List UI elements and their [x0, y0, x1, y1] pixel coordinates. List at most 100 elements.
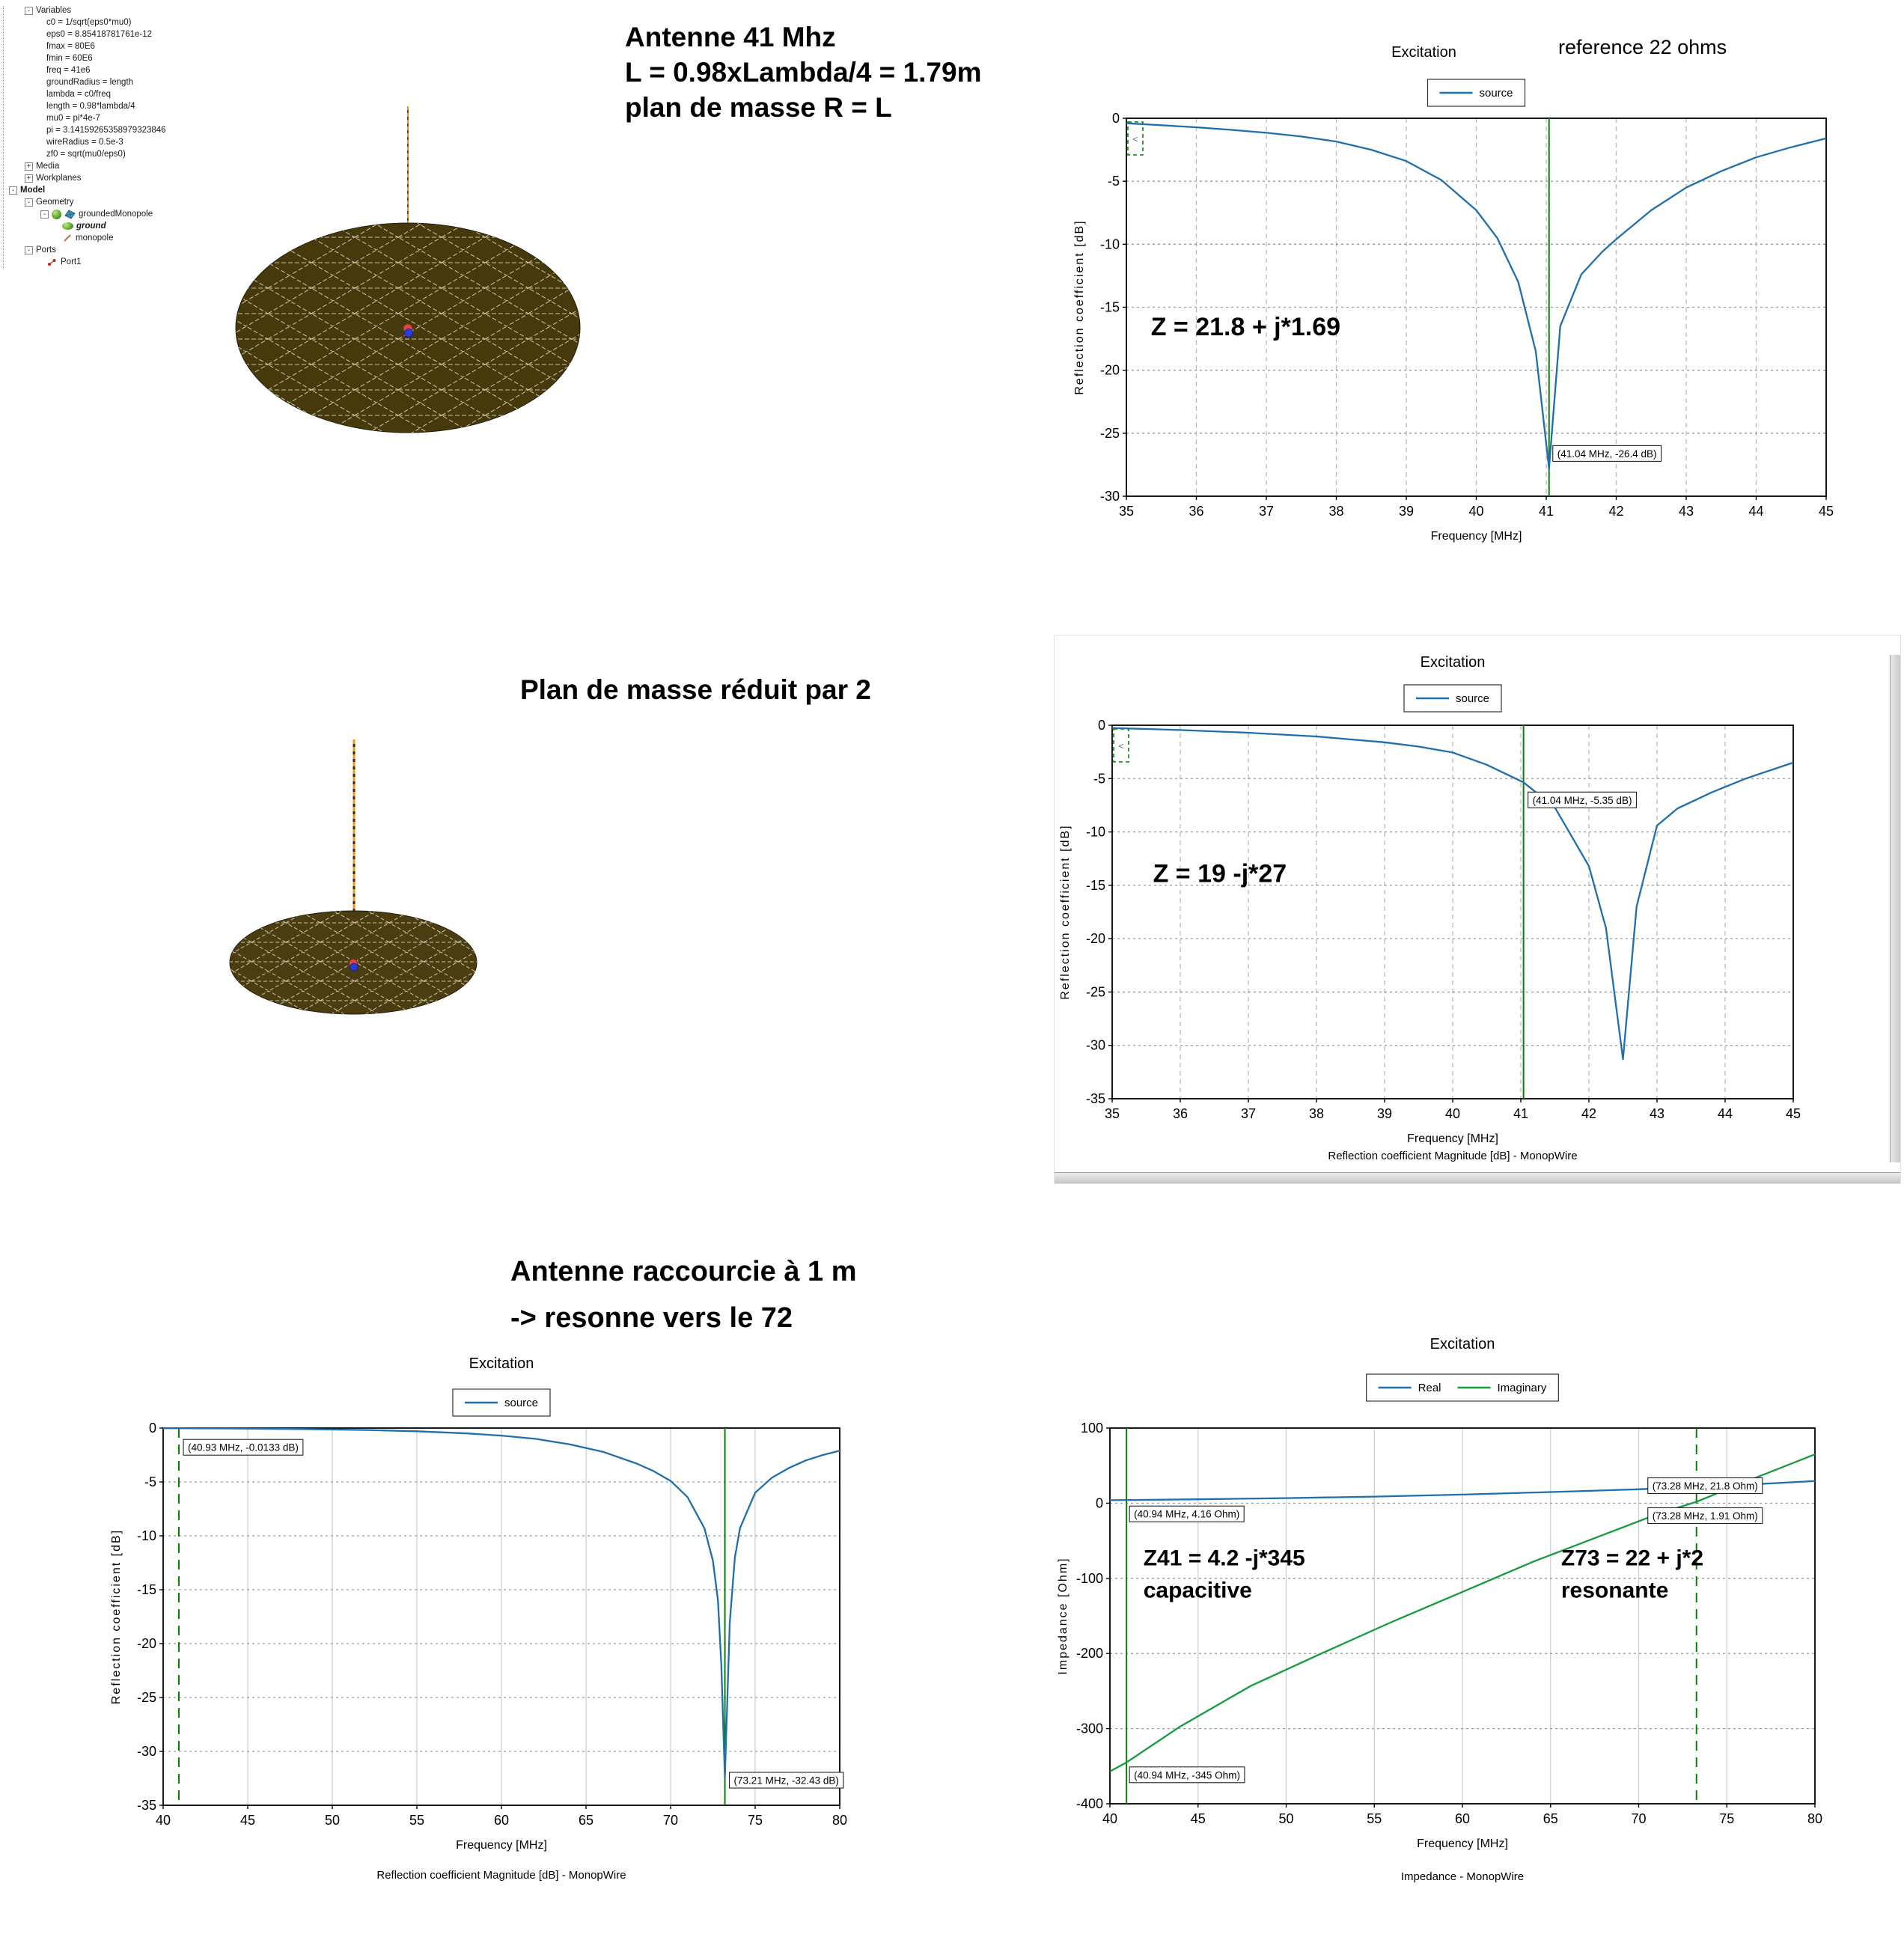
chart-caption: Reflection coefficient Magnitude [dB] - …	[376, 1869, 626, 1882]
tree-item-zf0-sqrt-mu0-eps0[interactable]: zf0 = sqrt(mu0/eps0)	[4, 148, 251, 160]
svg-text:(73.28 MHz, 21.8 Ohm): (73.28 MHz, 21.8 Ohm)	[1653, 1480, 1758, 1492]
tree-item-port1[interactable]: Port1	[4, 256, 251, 268]
annotation-box: (40.94 MHz, 4.16 Ohm)	[1129, 1505, 1245, 1522]
y-tick-label: -15	[137, 1582, 156, 1597]
svg-text:(73.21 MHz, -32.43 dB): (73.21 MHz, -32.43 dB)	[734, 1775, 839, 1786]
sphere-icon	[52, 209, 61, 219]
expand-icon[interactable]: +	[25, 162, 33, 171]
tree-item-groundradius-length[interactable]: groundRadius = length	[4, 76, 251, 88]
tree-item-label: pi = 3.14159265358979323846	[46, 126, 166, 135]
tree-item-ports[interactable]: - Ports	[4, 244, 251, 256]
viewport-3d-small-groundplane[interactable]	[217, 719, 501, 1025]
x-tick-label: 38	[1309, 1106, 1324, 1121]
collapse-icon[interactable]: -	[25, 245, 33, 254]
tree-item-wireradius-0-5e-3[interactable]: wireRadius = 0.5e-3	[4, 136, 251, 148]
mesh-icon	[64, 209, 76, 219]
annotation-box: (41.04 MHz, -5.35 dB)	[1528, 791, 1638, 808]
ellipse-icon	[62, 222, 73, 230]
x-tick-label: 80	[832, 1813, 847, 1828]
y-tick-label: -20	[137, 1636, 156, 1651]
x-tick-label: 80	[1807, 1811, 1822, 1826]
tree-item-label: monopole	[76, 234, 114, 242]
tree-item-monopole[interactable]: monopole	[4, 232, 251, 244]
x-tick-label: 70	[663, 1813, 678, 1828]
port-icon	[48, 259, 56, 266]
annotation-box: (40.94 MHz, -345 Ohm)	[1129, 1766, 1245, 1784]
tree-item-fmax-80e6[interactable]: fmax = 80E6	[4, 40, 251, 52]
tree-item-fmin-60e6[interactable]: fmin = 60E6	[4, 52, 251, 64]
tree-item-freq-41e6[interactable]: freq = 41e6	[4, 64, 251, 76]
x-tick-label: 41	[1513, 1106, 1528, 1121]
tree-item-media[interactable]: + Media	[4, 160, 251, 172]
y-axis-label: Reflection coefficient [dB]	[1073, 219, 1086, 394]
x-tick-label: 38	[1328, 504, 1343, 519]
tree-item-pi-3-14159265358979323846[interactable]: pi = 3.14159265358979323846	[4, 124, 251, 136]
chart-reflection-full-groundplane[interactable]: 35 36 37 38 39 40 41 42 43 44 45 0 -5 -10 -15 -20 -25 -30…	[1055, 15, 1904, 591]
annotation-box: (73.28 MHz, 21.8 Ohm)	[1647, 1477, 1763, 1495]
chart-svg: 40 45 50 55 60 65 70 75 80 0 -5 -10 -15 -20 -25 -30 -35 F…	[110, 1355, 847, 1882]
collapse-icon[interactable]: -	[40, 210, 49, 219]
collapse-icon[interactable]: -	[25, 6, 33, 15]
y-tick-label: -5	[1093, 771, 1105, 786]
vertical-scrollbar[interactable]	[1890, 655, 1900, 1162]
tree-item-mu0-pi-4e-7[interactable]: mu0 = pi*4e-7	[4, 112, 251, 124]
tree-item-label: Ports	[36, 245, 56, 254]
x-tick-label: 45	[1819, 504, 1834, 519]
chart-title: Excitation	[1421, 654, 1486, 671]
collapse-icon[interactable]: -	[25, 198, 33, 207]
x-tick-label: 42	[1608, 504, 1623, 519]
horizontal-scrollbar[interactable]	[1055, 1172, 1900, 1183]
y-tick-label: -5	[144, 1474, 156, 1489]
y-tick-label: 0	[1112, 111, 1120, 126]
tree-item-c0-1-sqrt-eps0-mu0[interactable]: c0 = 1/sqrt(eps0*mu0)	[4, 16, 251, 28]
plot-area[interactable]	[1111, 725, 1794, 1099]
x-tick-label: 35	[1105, 1106, 1120, 1121]
title-line: Antenne 41 Mhz	[625, 22, 836, 52]
y-tick-label: 0	[1096, 1495, 1103, 1510]
port-marker-blue	[350, 963, 358, 971]
y-axis-label: Reflection coefficient [dB]	[1059, 824, 1072, 999]
y-tick-label: -20	[1086, 931, 1105, 946]
x-tick-label: 44	[1748, 504, 1763, 519]
tree-item-geometry[interactable]: - Geometry	[4, 196, 251, 208]
tree-item-length-0-98-lambda-4[interactable]: length = 0.98*lambda/4	[4, 100, 251, 112]
collapse-icon[interactable]: -	[9, 186, 17, 195]
viewport-3d-large-groundplane[interactable]	[225, 97, 599, 457]
chart-reflection-reduced-groundplane[interactable]: 35 36 37 38 39 40 41 42 43 44 45 0 -5 -10 -15 -20 -25 -30…	[1055, 635, 1888, 1171]
x-axis-label: Frequency [MHz]	[1431, 530, 1522, 543]
tree-item-label: eps0 = 8.85418781761e-12	[46, 30, 153, 39]
chart-impedance-shortened-antenna[interactable]: 40 45 50 55 60 65 70 75 80 100 0 -100 -200 -300 -400 Fr…	[1044, 1302, 1904, 1901]
tree-item-label: Port1	[61, 257, 82, 266]
tree-item-label: Geometry	[36, 198, 74, 207]
tree-item-ground[interactable]: ground	[4, 220, 251, 232]
title-antenna-41mhz: Antenne 41 Mhz L = 0.98xLambda/4 = 1.79m…	[625, 19, 981, 125]
x-tick-label: 65	[1543, 1811, 1558, 1826]
svg-text:(73.28 MHz, 1.91 Ohm): (73.28 MHz, 1.91 Ohm)	[1653, 1510, 1758, 1522]
tree-item-eps0-8-85418781761e-12[interactable]: eps0 = 8.85418781761e-12	[4, 28, 251, 40]
tree-item-groundedmonopole[interactable]: - groundedMonopole	[4, 208, 251, 220]
x-tick-label: 70	[1631, 1811, 1646, 1826]
chart-title: Excitation	[1391, 44, 1456, 61]
selection-handle-arrow: <	[1132, 134, 1138, 144]
tree-item-variables[interactable]: - Variables	[4, 4, 251, 16]
y-tick-label: -200	[1076, 1646, 1103, 1661]
selection-handle[interactable]	[1127, 121, 1144, 156]
chart-reflection-shortened-antenna[interactable]: 40 45 50 55 60 65 70 75 80 0 -5 -10 -15 -20 -25 -30 -35 F…	[75, 1332, 883, 1901]
series-source	[162, 1427, 840, 1779]
tree-item-label: Variables	[36, 6, 72, 15]
y-tick-label: -10	[1086, 825, 1105, 840]
chart-svg: 40 45 50 55 60 65 70 75 80 100 0 -100 -200 -300 -400 Fr…	[1057, 1336, 1822, 1883]
x-tick-label: 37	[1241, 1106, 1256, 1121]
tree-item-workplanes[interactable]: + Workplanes	[4, 172, 251, 184]
tree-item-model[interactable]: - Model	[4, 184, 251, 196]
x-tick-label: 75	[1719, 1811, 1734, 1826]
model-tree[interactable]: - Variables c0 = 1/sqrt(eps0*mu0) eps0 = 8.…	[4, 4, 251, 268]
title-line: Antenne raccourcie à 1 m	[510, 1256, 857, 1287]
x-axis-label: Frequency [MHz]	[1407, 1132, 1498, 1145]
tree-item-lambda-c0-freq[interactable]: lambda = c0/freq	[4, 88, 251, 100]
expand-icon[interactable]: +	[25, 174, 33, 183]
series-source	[1126, 122, 1827, 470]
legend-label: source	[1479, 87, 1513, 100]
tree-guide-line	[3, 6, 4, 269]
